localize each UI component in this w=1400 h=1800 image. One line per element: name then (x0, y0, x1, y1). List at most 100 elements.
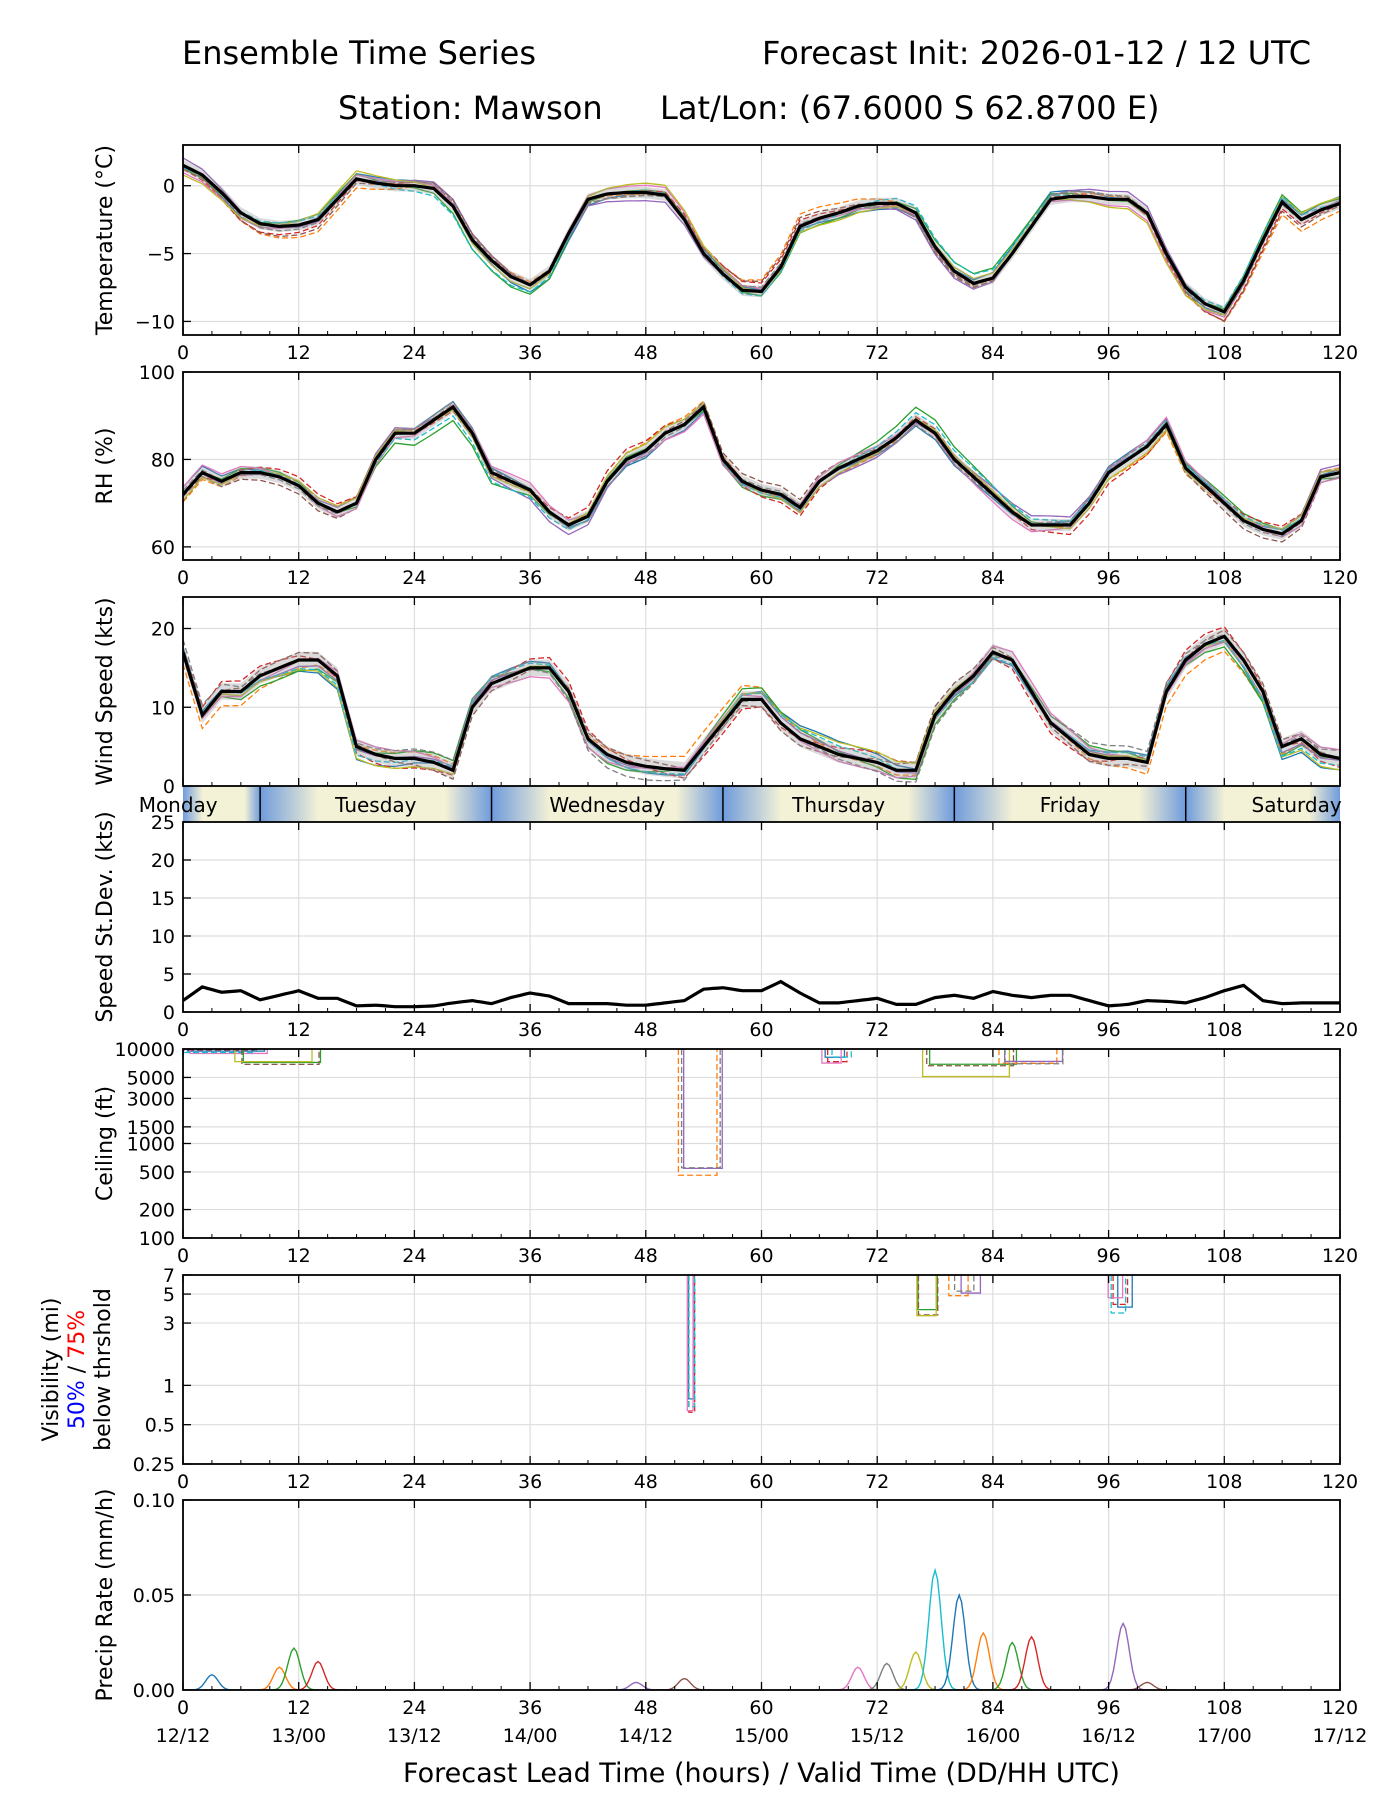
panel-speed_std-plot (183, 822, 1340, 1012)
x-tick-label: 0 (177, 1245, 189, 1267)
valid-time-label: 14/00 (503, 1725, 558, 1747)
x-tick-label: 12 (287, 1471, 311, 1493)
day-band-segment (183, 786, 223, 822)
y-tick-label: 7 (163, 1265, 175, 1287)
y-axis-label: Speed St.Dev. (kts) (93, 811, 118, 1022)
x-tick-label: 84 (981, 342, 1005, 364)
panel-wind-plot (183, 597, 1340, 786)
event-line (686, 1275, 694, 1412)
y-tick-label: 1 (163, 1375, 175, 1397)
forecast-init-label: Forecast Init: 2026-01-12 / 12 UTC (762, 34, 1312, 72)
precip-member-line (607, 1681, 666, 1690)
day-label-tuesday: Tuesday (334, 793, 417, 817)
y-tick-label: 60 (151, 537, 175, 559)
valid-time-label: 16/12 (1081, 1725, 1136, 1747)
valid-time-label: 15/12 (850, 1725, 905, 1747)
x-tick-label: 84 (981, 567, 1005, 589)
event-line (242, 1049, 322, 1064)
x-tick-label: 96 (1097, 567, 1121, 589)
valid-time-label: 13/12 (387, 1725, 442, 1747)
valid-time-label: 14/12 (618, 1725, 673, 1747)
panel-rh-plot (183, 372, 1340, 560)
y-tick-label: −10 (135, 311, 175, 333)
event-line (821, 1049, 842, 1064)
x-tick-label: 60 (749, 1245, 773, 1267)
y-tick-label: 3000 (127, 1088, 175, 1110)
day-label-saturday: Saturday (1252, 793, 1342, 817)
y-tick-label: 0.00 (133, 1680, 175, 1702)
x-tick-label: 24 (402, 1697, 426, 1719)
y-tick-label: 5 (163, 1284, 175, 1306)
panel-temperature-plot (183, 145, 1340, 335)
ensemble-spread (183, 628, 1340, 779)
y-axis-label-below: below thrshold (91, 1288, 116, 1451)
x-tick-label: 72 (865, 1471, 889, 1493)
y-tick-label: 1000 (127, 1134, 175, 1156)
precip-member-line (954, 1631, 1013, 1690)
event-line (929, 1049, 1018, 1065)
event-line (186, 1049, 266, 1052)
x-tick-label: 108 (1206, 1697, 1242, 1719)
valid-time-label: 16/00 (966, 1725, 1021, 1747)
x-tick-label: 108 (1206, 1019, 1242, 1041)
y-tick-label: 100 (139, 1228, 175, 1250)
panel-ceiling-plot (183, 1049, 1340, 1238)
x-tick-label: 120 (1322, 1245, 1358, 1267)
y-axis-label: Precip Rate (mm/h) (93, 1489, 118, 1702)
x-tick-label: 84 (981, 1697, 1005, 1719)
x-tick-label: 12 (287, 342, 311, 364)
x-tick-label: 36 (518, 567, 542, 589)
x-tick-label: 120 (1322, 342, 1358, 364)
event-line (917, 1275, 939, 1316)
x-tick-label: 108 (1206, 567, 1242, 589)
ensemble-member-line (183, 172, 1340, 318)
figure-title: Ensemble Time Series (182, 34, 536, 72)
x-tick-label: 0 (177, 1697, 189, 1719)
x-tick-label: 36 (518, 1697, 542, 1719)
x-tick-label: 108 (1206, 342, 1242, 364)
x-tick-label: 84 (981, 1245, 1005, 1267)
x-tick-label: 12 (287, 567, 311, 589)
day-label-friday: Friday (1040, 793, 1101, 817)
y-tick-label: 0.5 (145, 1415, 175, 1437)
precip-member-line (265, 1647, 323, 1690)
valid-time-label: 17/00 (1197, 1725, 1252, 1747)
y-tick-label: 0.05 (133, 1585, 175, 1607)
x-tick-label: 108 (1206, 1471, 1242, 1493)
ensemble-member-line (183, 403, 1340, 538)
day-band-segment (1070, 786, 1186, 822)
day-band-segment (1185, 786, 1264, 822)
y-axis-label: Ceiling (ft) (93, 1086, 118, 1201)
event-line (1112, 1275, 1129, 1305)
y-tick-label: 0 (163, 176, 175, 198)
y-tick-label: 1500 (127, 1117, 175, 1139)
day-band-segment (838, 786, 955, 822)
event-line (916, 1275, 937, 1317)
x-tick-label: 0 (177, 567, 189, 589)
event-line (926, 1049, 1015, 1067)
ensemble-mean-line (183, 404, 1340, 536)
x-tick-label: 12 (287, 1245, 311, 1267)
x-tick-label: 60 (749, 1019, 773, 1041)
x-tick-label: 24 (402, 1019, 426, 1041)
precip-member-line (289, 1660, 347, 1690)
y-axis-label: RH (%) (93, 428, 118, 505)
x-axis-label: Forecast Lead Time (hours) / Valid Time … (403, 1758, 1120, 1789)
x-tick-label: 24 (402, 1471, 426, 1493)
x-tick-label: 60 (749, 1697, 773, 1719)
precip-member-line (1094, 1621, 1152, 1690)
x-tick-label: 96 (1097, 342, 1121, 364)
day-band-segment (1262, 786, 1340, 822)
x-tick-label: 36 (518, 1245, 542, 1267)
valid-time-label: 12/12 (156, 1725, 211, 1747)
panel-visibility-plot (183, 1275, 1340, 1464)
event-line (960, 1275, 982, 1294)
day-band-segment (607, 786, 723, 822)
day-band-segment (375, 786, 492, 822)
x-tick-label: 72 (865, 567, 889, 589)
x-tick-label: 108 (1206, 1245, 1242, 1267)
event-line (917, 1275, 938, 1311)
y-axis-label: Visibility (mi) (39, 1298, 64, 1442)
day-label-wednesday: Wednesday (549, 793, 665, 817)
